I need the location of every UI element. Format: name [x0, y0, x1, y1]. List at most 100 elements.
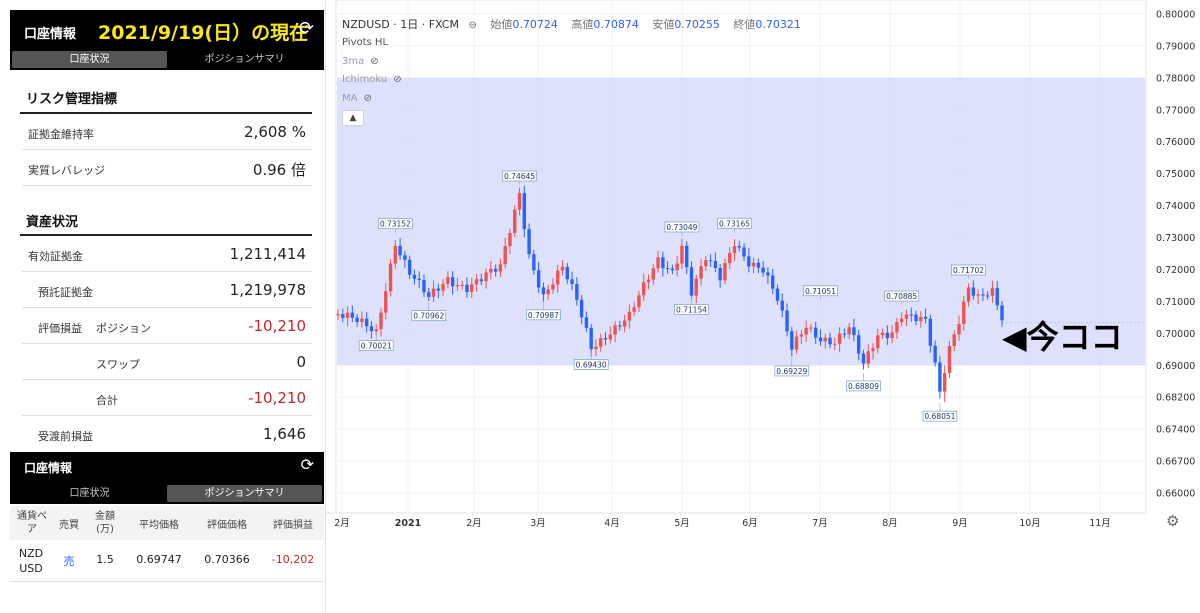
candle-body [885, 332, 890, 339]
row-value: -10,210 [248, 389, 306, 407]
indicator-ichimoku[interactable]: Ichimoku ⊘ [342, 74, 402, 85]
divider [20, 112, 312, 114]
candle-body [632, 307, 636, 312]
pivot-label: 0.70962 [413, 312, 444, 321]
indicator-pivots[interactable]: Pivots HL [342, 37, 388, 48]
table-row[interactable]: NZD USD 売 1.5 0.69747 0.70366 -10,202 [10, 540, 324, 582]
indicator-ma[interactable]: MA ⊘ [342, 93, 372, 104]
eye-hidden-icon[interactable]: ⊘ [393, 74, 402, 85]
y-tick-label: 0.66000 [1156, 489, 1195, 500]
chart-canvas[interactable]: 0.70021 0.73152 0.70962 0.74645 0.70987 0.694… [326, 0, 1200, 613]
candle-body [680, 245, 684, 264]
pivot-label-box [846, 380, 881, 392]
candle-body [398, 245, 402, 256]
candle-body [957, 324, 961, 335]
indicator-name: 3ma [342, 56, 365, 67]
candle-body [981, 294, 985, 296]
candle-body [341, 314, 345, 318]
cell-pair: NZD USD [18, 547, 44, 575]
price-chart[interactable]: 0.70021 0.73152 0.70962 0.74645 0.70987 0.694… [326, 0, 1200, 613]
tab-position-summary[interactable]: ポジションサマリ [167, 485, 322, 502]
candle-body [508, 233, 512, 247]
col-amount: 金額(万) [95, 511, 115, 535]
pivot-label: 0.69430 [576, 361, 607, 370]
candle-body [728, 253, 732, 264]
y-tick-label: 0.75000 [1156, 169, 1195, 180]
candle-body [823, 337, 827, 342]
eye-hidden-icon[interactable]: ⊘ [363, 93, 372, 104]
candle-body [460, 284, 464, 286]
candle-body [785, 310, 789, 332]
candle-body [747, 256, 751, 267]
y-tick-label: 0.69000 [1156, 361, 1195, 372]
indicator-name: Ichimoku [342, 74, 388, 85]
tab-account-status[interactable]: 口座状況 [69, 488, 110, 499]
candle-body [890, 332, 894, 339]
gear-icon[interactable]: ⚙ [1166, 512, 1180, 530]
candle-body [718, 268, 722, 281]
candle-body [799, 334, 804, 337]
candle-body [393, 245, 398, 264]
tab-position-summary[interactable]: ポジションサマリ [204, 54, 285, 65]
open-key: 始値 [490, 18, 513, 31]
candle-body [766, 272, 770, 276]
candle-body [651, 268, 655, 280]
x-tick-label: 4月 [604, 518, 620, 529]
y-tick-label: 0.73000 [1156, 233, 1195, 244]
pivot-label-box [922, 410, 958, 422]
pivot-label-box [411, 310, 447, 321]
candle-body [866, 351, 870, 364]
row-label: 実質レバレッジ [28, 164, 105, 177]
tab-account-status[interactable]: 口座状況 [12, 51, 167, 68]
candle-body [861, 353, 866, 364]
candle-body [532, 254, 536, 271]
candle-body [599, 337, 603, 347]
candle-body [852, 327, 856, 336]
open-value: 0.70724 [512, 18, 558, 31]
candle-body [536, 270, 541, 288]
candle-body [551, 284, 555, 290]
collapse-indicators-button[interactable]: ▲ [342, 110, 364, 126]
position-tabs: 口座状況 ポジションサマリ [12, 485, 322, 502]
candle-body [646, 279, 651, 283]
candle-body [942, 373, 947, 392]
candle-body [794, 336, 799, 350]
col-eval-pl: 評価損益 [273, 520, 313, 531]
low-key: 安値 [652, 18, 675, 31]
pivot-label-box [951, 264, 986, 276]
candle-body [675, 263, 679, 271]
row-label: 合計 [96, 394, 118, 407]
date-banner: 2021/9/19(日）の現在 [98, 22, 309, 44]
candle-body [694, 278, 698, 296]
candle-body [579, 299, 584, 318]
pivot-label-box [377, 218, 413, 230]
y-tick-label: 0.68200 [1156, 393, 1195, 404]
row-label: 証拠金維持率 [28, 128, 94, 141]
low-value: 0.70255 [674, 18, 720, 31]
refresh-icon[interactable]: ⟳ [298, 18, 314, 39]
row-label: 評価損益 [38, 322, 82, 335]
candle-body [723, 263, 727, 281]
candle-body [670, 268, 675, 271]
symbol-label: NZDUSD · 1日 · FXCM [342, 18, 459, 31]
x-tick-label: 6月 [742, 518, 758, 529]
cell-amount: 1.5 [96, 553, 114, 566]
eye-hidden-icon[interactable]: ⊘ [370, 56, 379, 67]
x-tick-label: 2月 [466, 518, 482, 529]
candle-body [689, 267, 694, 296]
candle-body [847, 327, 851, 335]
pivot-label: 0.74645 [504, 172, 535, 181]
position-table-header: 通貨ペア 売買 金額(万) 平均価格 評価価格 評価損益 [10, 506, 324, 540]
candle-body [560, 266, 565, 271]
account-title: 口座情報 [24, 27, 77, 42]
pivot-label-box [674, 304, 709, 315]
candle-body [742, 247, 746, 257]
minus-icon[interactable]: ⊖ [468, 20, 477, 31]
candle-body [446, 277, 450, 284]
candle-body [345, 312, 350, 318]
indicator-3ma[interactable]: 3ma ⊘ [342, 56, 379, 67]
candle-body [355, 317, 359, 322]
refresh-icon[interactable]: ⟳ [300, 455, 314, 474]
candle-body [761, 267, 765, 273]
candle-body [985, 295, 990, 297]
